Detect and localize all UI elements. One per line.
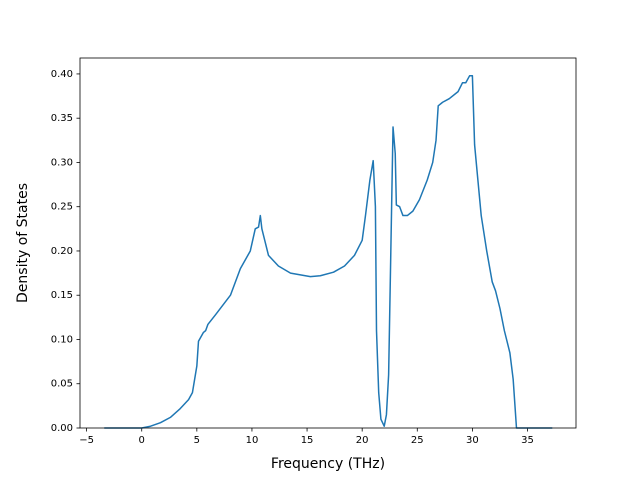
- x-tick-label: 20: [356, 435, 369, 446]
- x-tick-label: 0: [139, 435, 145, 446]
- y-tick-label: 0.00: [51, 423, 73, 434]
- y-tick-label: 0.35: [51, 113, 73, 124]
- y-tick-label: 0.10: [51, 334, 73, 345]
- y-tick-label: 0.25: [51, 202, 73, 213]
- plot-frame: [79, 57, 577, 429]
- y-tick-label: 0.20: [51, 246, 73, 257]
- x-axis-label: Frequency (THz): [271, 456, 385, 472]
- y-tick-label: 0.40: [51, 69, 73, 80]
- y-tick-label: 0.30: [51, 157, 73, 168]
- x-tick-label: 30: [466, 435, 479, 446]
- x-tick-label: 15: [301, 435, 314, 446]
- x-tick-label: −5: [79, 435, 94, 446]
- y-axis-label: Density of States: [15, 183, 31, 303]
- line-series: [104, 74, 553, 429]
- y-tick-label: 0.05: [51, 379, 73, 390]
- x-tick-label: 10: [246, 435, 259, 446]
- x-tick-label: 25: [411, 435, 424, 446]
- x-tick-label: 5: [194, 435, 200, 446]
- y-tick-label: 0.15: [51, 290, 73, 301]
- x-tick-label: 35: [521, 435, 534, 446]
